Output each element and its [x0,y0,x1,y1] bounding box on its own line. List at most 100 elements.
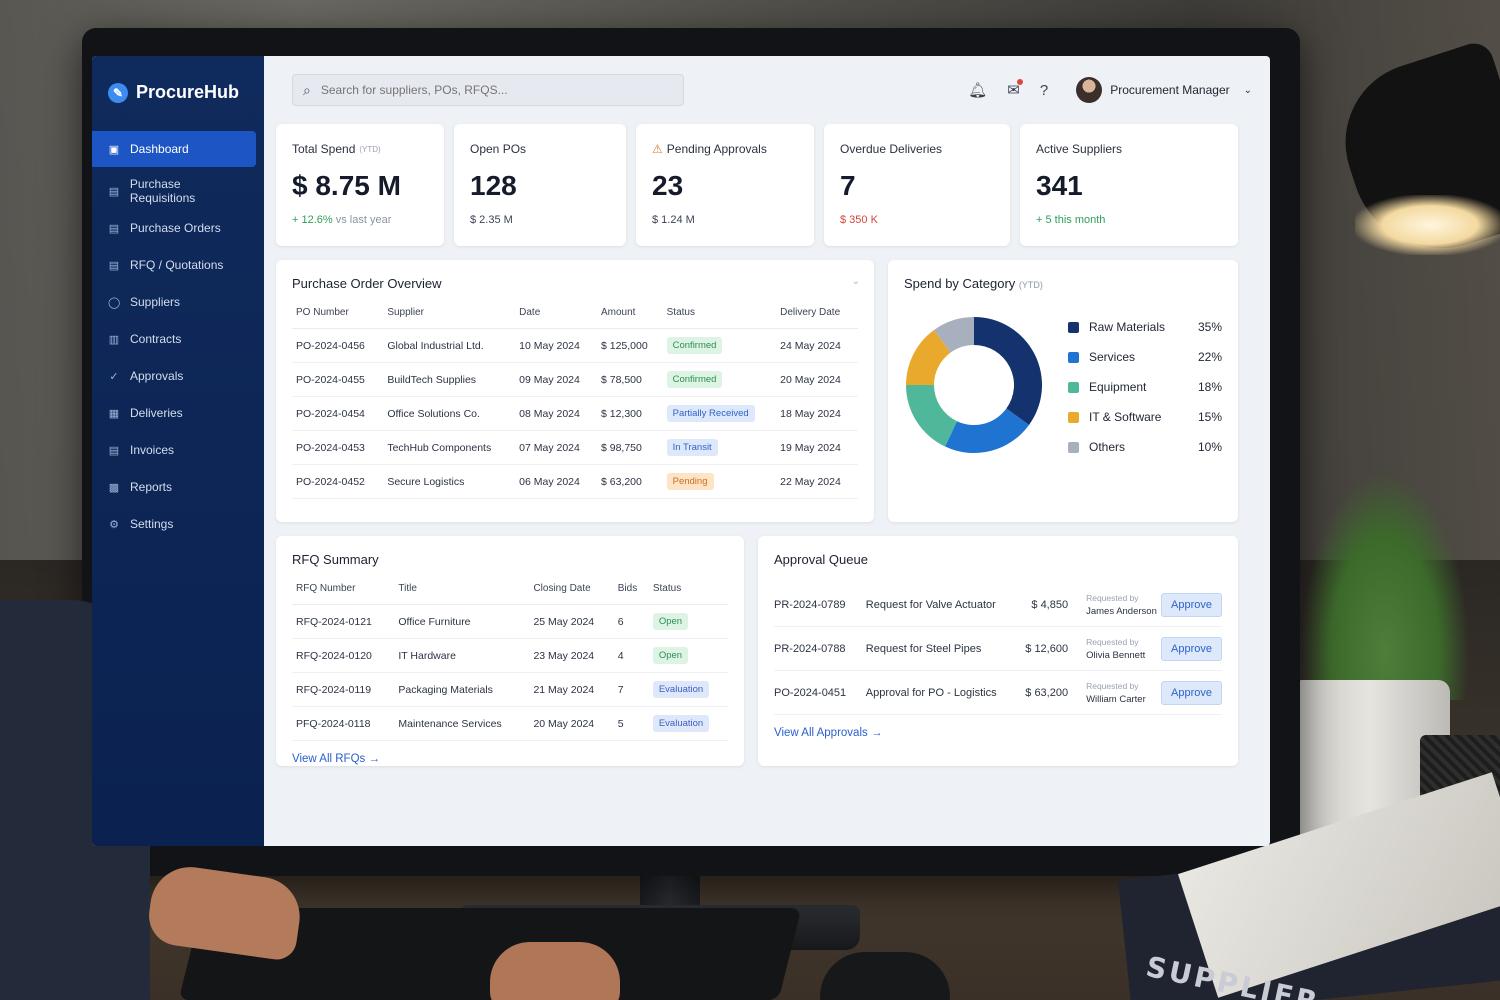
sidebar-item-invoices[interactable]: ▤ Invoices [92,432,264,468]
column-header[interactable]: Status [662,307,777,329]
kpi-active-suppliers[interactable]: Active Suppliers 341 + 5 this month [1020,124,1238,246]
list-item: PO-2024-0451 Approval for PO - Logistics $… [774,671,1222,715]
mail-icon[interactable]: ✉ [1007,79,1023,99]
kpi-title: Total Spend (YTD) [292,142,428,156]
table-row[interactable]: PFQ-2024-0118 Maintenance Services 20 May … [292,706,728,741]
sidebar-item-approvals[interactable]: ✓ Approvals [92,358,264,394]
table-row[interactable]: RFQ-2024-0121 Office Furniture 25 May 2024… [292,604,728,639]
brand[interactable]: ✎ ProcureHub [92,82,264,131]
requested-by-label: Requested by [1086,680,1139,691]
kpi-row: Total Spend (YTD) $ 8.75 M + 12.6% vs la… [276,124,1252,246]
kpi-overdue-deliveries[interactable]: Overdue Deliveries 7 $ 350 K [824,124,1010,246]
topbar: ⌕ 🔔︎ ✉ ? Procurement Manager ⌄ [276,56,1252,124]
sidebar-item-dashboard[interactable]: ▣ Dashboard [92,131,256,167]
donut-slice-others[interactable] [934,317,974,353]
table-row[interactable]: RFQ-2024-0120 IT Hardware 23 May 2024 4 Open [292,638,728,673]
approval-queue-card: Approval Queue PR-2024-0789 Request for V… [758,536,1238,766]
kpi-title-text: Total Spend [292,142,356,156]
table-cell: BuildTech Supplies [383,362,516,397]
column-header[interactable]: PO Number [292,307,384,329]
bell-icon[interactable]: 🔔︎ [968,82,988,99]
table-cell: 5 [613,706,649,741]
search-input[interactable] [320,83,651,97]
approve-button[interactable]: Approve [1161,592,1222,617]
donut-slice-equipment[interactable] [906,385,957,447]
approve-button[interactable]: Approve [1161,636,1222,661]
sidebar-item-contracts[interactable]: ▥ Contracts [92,321,264,357]
user-menu[interactable]: Procurement Manager ⌄ [1076,77,1252,103]
avatar [1076,77,1103,103]
kpi-title: Overdue Deliveries [840,142,943,156]
sidebar-item-reports[interactable]: ▩ Reports [92,469,264,505]
spend-category-card: Spend by Category (YTD) Raw Materials 35%… [888,260,1238,522]
kpi-value: $ 8.75 M [292,170,401,201]
rfq-table-header: RFQ Number Title Closing Date Bids Status [292,583,728,605]
main-content: ⌕ 🔔︎ ✉ ? Procurement Manager ⌄ Total Spe… [264,56,1270,846]
column-header[interactable]: Amount [596,307,663,329]
legend-label: Equipment [1089,380,1147,394]
table-row[interactable]: PO-2024-0452 Secure Logistics 06 May 2024 $… [292,464,858,499]
status-badge: In Transit [666,439,718,456]
kpi-open-pos[interactable]: Open POs 128 $ 2.35 M [454,124,626,246]
column-header[interactable]: Delivery Date [776,307,858,329]
table-cell: IT Hardware [394,638,530,673]
table-cell: TechHub Components [383,430,516,465]
kpi-title: ⚠ Pending Approvals [652,142,798,156]
list-item: PR-2024-0789 Request for Valve Actuator $ … [774,583,1222,627]
donut-slice-it-software[interactable] [906,329,951,385]
chevron-down-icon: ⌄ [1243,84,1252,96]
check-icon: ✓ [109,370,119,383]
approve-button[interactable]: Approve [1161,680,1222,705]
legend-swatch [1068,381,1079,393]
rfq-summary-card: RFQ Summary RFQ Number Title Closing Date B… [276,536,744,766]
legend-entry: Services 22% [1068,342,1222,372]
table-cell: $ 63,200 [596,464,663,499]
table-row[interactable]: PO-2024-0453 TechHub Components 07 May 202… [292,430,858,465]
sidebar-item-deliveries[interactable]: ▦ Deliveries [92,395,264,431]
view-all-rfqs-link[interactable]: View All RFQs → [292,753,380,765]
status-badge: Evaluation [652,715,710,732]
table-cell: PO-2024-0455 [292,362,384,397]
table-cell: 20 May 2024 [529,706,614,741]
column-header[interactable]: Closing Date [529,583,614,605]
help-icon[interactable]: ? [1039,81,1049,99]
table-cell: Global Industrial Ltd. [383,328,516,363]
table-row[interactable]: PO-2024-0454 Office Solutions Co. 08 May 2… [292,396,858,431]
legend-percent: 10% [1197,440,1222,454]
sidebar-item-label: Suppliers [130,295,181,309]
column-header[interactable]: RFQ Number [292,583,395,605]
table-row[interactable]: PO-2024-0456 Global Industrial Ltd. 10 May… [292,328,858,363]
sidebar-item-suppliers[interactable]: ◯ Suppliers [92,284,264,320]
dashboard-icon: ▣ [108,143,120,156]
column-header[interactable]: Date [515,307,597,329]
column-header[interactable]: Bids [613,583,649,605]
table-cell: PO-2024-0454 [292,396,384,431]
table-cell: Evaluation [648,706,728,741]
arrow-right-icon: → [870,727,883,739]
status-badge: Confirmed [666,337,723,354]
contract-icon: ▥ [108,333,120,346]
table-row[interactable]: RFQ-2024-0119 Packaging Materials 21 May 2… [292,672,728,707]
status-badge: Open [652,647,689,664]
sidebar-item-purchase-requisitions[interactable]: ▤ Purchase Requisitions [92,173,264,209]
table-row[interactable]: PO-2024-0455 BuildTech Supplies 09 May 202… [292,362,858,397]
kpi-total-spend[interactable]: Total Spend (YTD) $ 8.75 M + 12.6% vs la… [276,124,444,246]
sidebar-item-rfq-quotations[interactable]: ▤ RFQ / Quotations [92,247,264,283]
search-box[interactable]: ⌕ [292,74,684,106]
legend-percent: 15% [1197,410,1222,424]
donut-slice-raw-materials[interactable] [974,317,1042,425]
sidebar-item-purchase-orders[interactable]: ▤ Purchase Orders [92,210,264,246]
status-badge: Confirmed [666,371,723,388]
view-all-approvals-link[interactable]: View All Approvals → [774,727,882,739]
table-cell: 06 May 2024 [515,464,597,499]
column-header[interactable]: Status [648,583,728,605]
table-cell: Packaging Materials [394,672,530,707]
chevron-down-icon[interactable]: ⌄ [851,276,860,287]
column-header[interactable]: Title [394,583,530,605]
donut-slice-services[interactable] [945,408,1030,453]
sidebar-item-settings[interactable]: ⚙ Settings [92,506,264,542]
table-cell: Maintenance Services [394,706,530,741]
kpi-value: 128 [470,170,517,201]
kpi-pending-approvals[interactable]: ⚠ Pending Approvals 23 $ 1.24 M [636,124,814,246]
column-header[interactable]: Supplier [383,307,516,329]
